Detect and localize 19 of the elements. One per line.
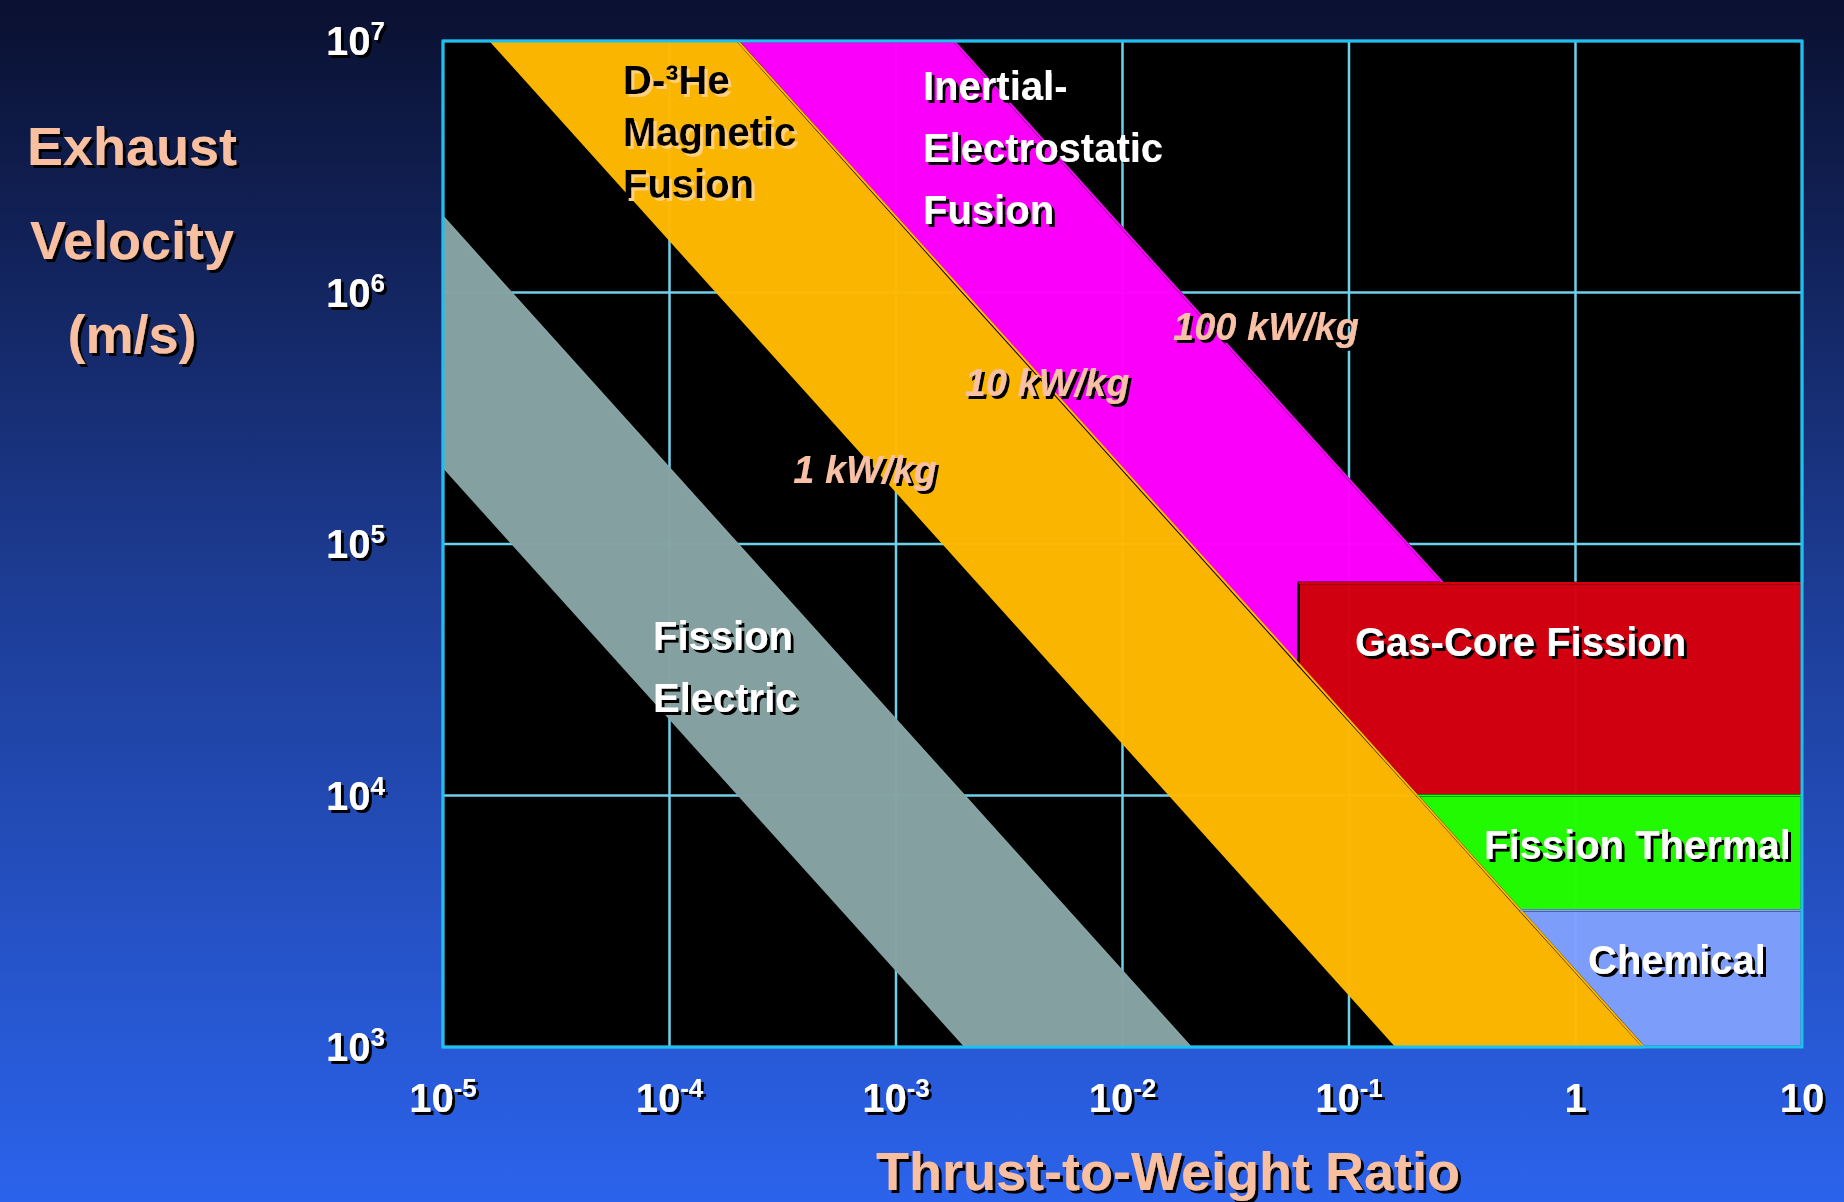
y-tick-label: 10$^{4}$	[326, 770, 386, 818]
y-tick-label: 10$^{7}$	[326, 16, 385, 63]
y-axis-title: Exhaust Velocity (m/s)	[26, 116, 238, 364]
y-tick-label: 10$^{3}$	[326, 1022, 385, 1069]
series-label: Chemical	[1588, 938, 1766, 982]
x-tick-label: 10$^{-5}$	[409, 1073, 477, 1120]
x-tick-label: 10$^{-4}$	[635, 1073, 704, 1120]
series-label: Fission Thermal	[1484, 823, 1791, 867]
x-tick-label: 10$^{-1}$	[1315, 1073, 1383, 1120]
x-tick-label: 10	[1779, 1076, 1825, 1120]
series-label: D-³He Magnetic Fusion	[623, 58, 797, 206]
y-tick-label: 10$^{5}$	[326, 519, 385, 566]
series-label: Gas-Core Fission	[1355, 620, 1687, 664]
x-tick-label: 10$^{-2}$	[1088, 1073, 1157, 1120]
x-tick-label: 10$^{-3}$	[862, 1073, 930, 1120]
series-label: Fission Electric	[653, 614, 798, 720]
x-axis-title: Thrust-to-Weight Ratio	[876, 1141, 1460, 1201]
x-tick-label: 1	[1564, 1076, 1587, 1120]
y-tick-label: 10$^{6}$	[326, 267, 385, 315]
